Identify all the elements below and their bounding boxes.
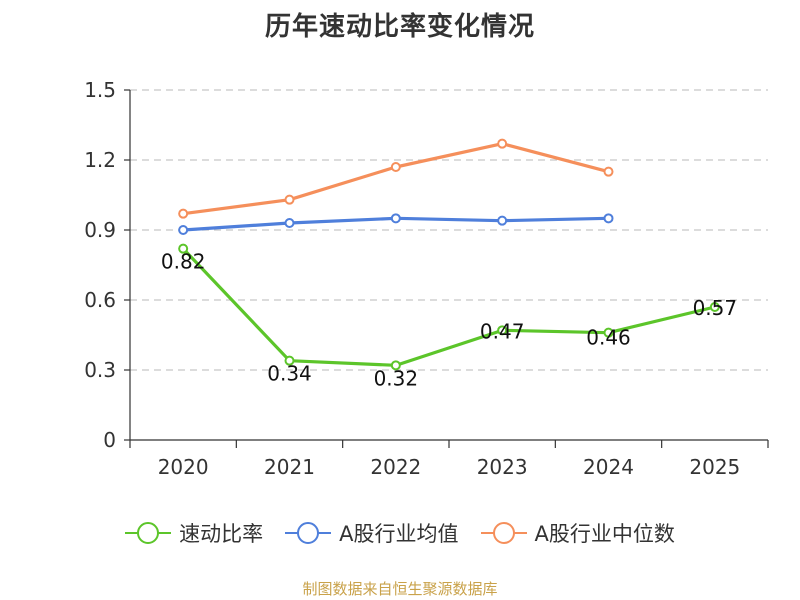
data-label: 0.46 <box>586 326 631 350</box>
data-label: 0.32 <box>374 366 419 390</box>
data-point-series-1 <box>603 327 614 338</box>
y-tick-label: 1.5 <box>84 78 116 102</box>
legend-marker-series-2 <box>285 521 332 545</box>
data-label: 0.47 <box>480 319 525 343</box>
legend-marker-series-1 <box>125 521 172 545</box>
data-point-series-1 <box>390 360 401 371</box>
y-tick-label: 0.3 <box>84 358 116 382</box>
chart-title: 历年速动比率变化情况 <box>264 12 535 42</box>
y-tick-label: 0.6 <box>84 288 116 312</box>
legend-label-series-1: 速动比率 <box>179 522 264 546</box>
y-tick-label: 0 <box>103 428 116 452</box>
legend-label-series-3: A股行业中位数 <box>534 522 675 546</box>
data-point-series-2 <box>178 225 189 235</box>
data-label: 0.57 <box>693 296 738 320</box>
x-tick-label: 2021 <box>264 455 315 479</box>
x-tick-label: 2025 <box>689 455 740 479</box>
x-tick-label: 2020 <box>158 455 209 479</box>
data-point-series-1 <box>178 243 189 254</box>
data-label: 0.34 <box>267 362 312 386</box>
data-point-series-1 <box>709 302 720 312</box>
x-tick-label: 2022 <box>370 455 421 479</box>
data-source-note: 制图数据来自恒生聚源数据库 <box>302 580 498 598</box>
data-point-series-3 <box>284 194 295 205</box>
legend-item-series-1[interactable]: 速动比率 <box>125 518 263 548</box>
x-tick-label: 2024 <box>583 455 634 479</box>
data-point-series-2 <box>284 218 295 228</box>
legend-marker-series-3 <box>480 521 527 545</box>
data-point-series-3 <box>390 162 401 172</box>
data-point-series-1 <box>497 325 508 336</box>
data-point-series-1 <box>284 355 295 366</box>
data-point-series-3 <box>497 138 508 149</box>
x-tick-label: 2023 <box>477 455 528 479</box>
y-tick-label: 0.9 <box>84 218 116 242</box>
legend-label-series-2: A股行业均值 <box>339 522 459 546</box>
data-point-series-2 <box>603 213 614 224</box>
data-label: 0.82 <box>161 250 206 274</box>
legend-item-series-3[interactable]: A股行业中位数 <box>480 518 675 548</box>
data-point-series-2 <box>390 213 401 224</box>
data-point-series-3 <box>603 166 614 177</box>
legend: 速动比率 A股行业均值 A股行业中位数 <box>0 518 800 548</box>
data-point-series-2 <box>497 215 508 226</box>
y-tick-label: 1.2 <box>84 148 116 172</box>
legend-item-series-2[interactable]: A股行业均值 <box>285 518 459 548</box>
series-line-3 <box>182 142 609 216</box>
series-line-1 <box>182 247 716 367</box>
data-point-series-3 <box>178 208 189 219</box>
